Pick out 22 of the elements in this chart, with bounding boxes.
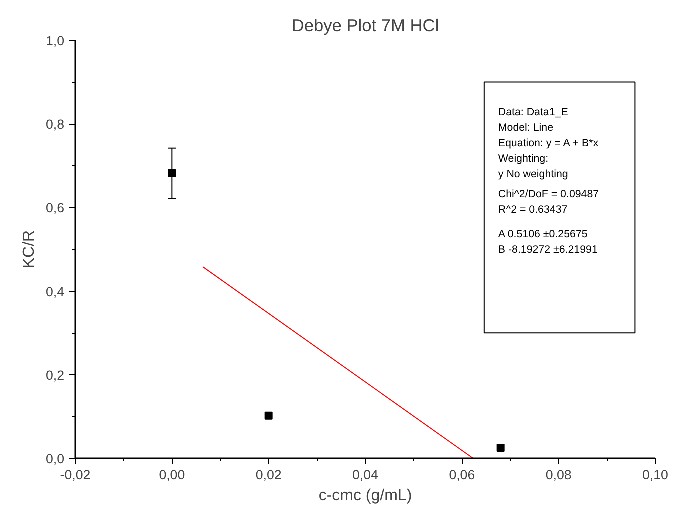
y-tick-label: 0,4 xyxy=(46,284,66,300)
y-tick-label: 0,2 xyxy=(46,368,65,383)
point xyxy=(496,444,505,452)
y-tick-label: 0,8 xyxy=(46,117,65,132)
x-tick-label: 0,02 xyxy=(256,468,282,482)
x-axis-title: c-cmc (g/mL) xyxy=(318,488,412,504)
chart-title: Debye Plot 7M HCl xyxy=(292,16,440,36)
y-tick-label: 0,6 xyxy=(46,200,65,216)
point xyxy=(168,169,176,178)
x-tick-label: 0,10 xyxy=(642,468,668,482)
annotation: A 0.5106 ±0.25675 B -8.19272 ±6.21991 xyxy=(498,228,598,256)
y-tick-label: 1,0 xyxy=(46,34,65,48)
x-tick-label: 0,00 xyxy=(159,468,186,482)
annotation: Data: Data1_E Model: Line Equation: y = A + B*x Weighting: y No weighting xyxy=(498,106,600,181)
x-tick-label: 0,08 xyxy=(546,468,572,482)
annotation: Chi^2/DoF = 0.09487 R^2 = 0.63437 xyxy=(498,188,600,216)
x-tick-label: -0,02 xyxy=(60,468,91,482)
point xyxy=(264,412,273,420)
y-axis-title: KC/R xyxy=(20,230,38,269)
y-tick-label: 0,0 xyxy=(46,452,65,466)
x-tick-label: 0,04 xyxy=(352,468,380,482)
x-tick-label: 0,06 xyxy=(449,468,476,482)
